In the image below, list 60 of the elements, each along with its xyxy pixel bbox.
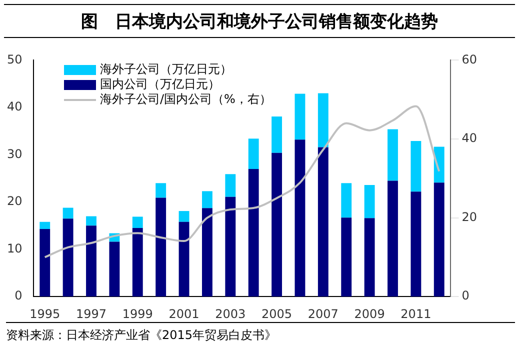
y-tick-label: 20 <box>6 194 22 208</box>
bar <box>364 218 375 297</box>
bar <box>178 211 190 222</box>
bar <box>272 116 282 153</box>
y-tick-label: 10 <box>6 241 22 256</box>
legend-label: 海外子公司/国内公司（%，右） <box>100 92 272 107</box>
bar <box>225 174 236 197</box>
bar <box>156 183 166 198</box>
x-tick-label: 1995 <box>30 306 60 321</box>
bar <box>434 182 444 297</box>
bar <box>248 168 259 297</box>
bar <box>410 141 422 192</box>
bar <box>294 94 306 140</box>
bar <box>62 218 74 297</box>
bar <box>248 138 259 169</box>
x-tick-label: 1999 <box>122 306 153 321</box>
bar <box>294 140 306 297</box>
y-tick-label: 40 <box>6 100 22 114</box>
bar <box>341 183 352 218</box>
bar <box>388 180 398 297</box>
y2-tick-label: 60 <box>462 52 478 66</box>
bar <box>62 208 74 219</box>
bar <box>109 242 120 297</box>
bar <box>132 228 143 297</box>
y2-tick-label: 40 <box>462 131 478 146</box>
bar <box>272 152 282 297</box>
y2-tick-label: 20 <box>462 210 478 224</box>
bar <box>86 226 96 297</box>
bar <box>364 185 375 218</box>
bar <box>132 216 143 228</box>
x-tick-label: 2001 <box>168 306 200 321</box>
y-tick-label: 50 <box>6 52 22 66</box>
text: 资料来源：日本经济产业省《2015年贸易白皮书》 <box>6 322 515 344</box>
x-tick-label: 2011 <box>400 306 432 321</box>
bar <box>202 208 212 297</box>
y-tick-label: 30 <box>6 146 22 161</box>
bar <box>86 216 96 226</box>
bar <box>341 218 352 297</box>
x-tick-label: 2003 <box>215 306 246 321</box>
legend-label: 国内公司（万亿日元） <box>100 77 220 92</box>
bar <box>410 192 422 297</box>
y2-tick-label: 0 <box>462 288 470 303</box>
x-tick-label: 2005 <box>262 306 292 321</box>
bar <box>434 146 444 183</box>
y-tick-label: 0 <box>14 288 22 303</box>
x-tick-label: 1997 <box>76 306 107 321</box>
chart-title: 图 日本境内公司和境外子公司销售额变化趋势 <box>4 4 515 38</box>
bar <box>388 129 398 181</box>
bar <box>318 147 328 297</box>
x-tick-label: 2007 <box>308 306 338 321</box>
bar <box>318 93 328 148</box>
bar <box>225 196 236 297</box>
bar <box>156 198 166 297</box>
bar <box>202 191 212 208</box>
legend-label: 海外子公司（万亿日元） <box>100 62 232 77</box>
bar <box>40 222 50 229</box>
bar <box>178 222 190 297</box>
line-series <box>44 105 440 258</box>
x-tick-label: 2009 <box>354 306 385 321</box>
bar <box>40 228 50 297</box>
